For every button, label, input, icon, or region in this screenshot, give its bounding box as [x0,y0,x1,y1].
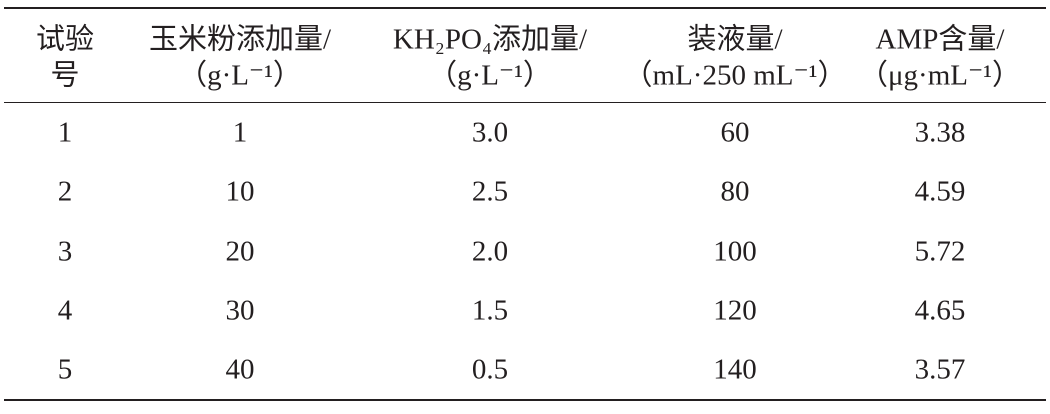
column-header: （mL·250 mL⁻¹） [623,59,847,92]
table-cell: 3.38 [914,116,966,149]
table-cell: 120 [713,294,757,327]
column-header: （g·L⁻¹） [178,59,302,92]
table-cell: 3.57 [914,353,966,386]
header-rule [4,102,1046,103]
table-cell: 40 [225,353,255,386]
column-header: KH₂PO₄添加量/ [392,23,588,56]
table-cell: 1 [232,116,248,149]
table-cell: 4.59 [914,175,966,208]
table-cell: 5 [57,353,73,386]
table-cell: 140 [713,353,757,386]
table-cell: 80 [720,175,750,208]
top-rule [4,7,1046,9]
column-header: 试验 [35,23,95,56]
table-cell: 3 [57,235,73,268]
column-header: 号 [50,59,80,92]
column-header: 装液量/ [687,23,783,56]
table-cell: 2 [57,175,73,208]
column-header: （μg·mL⁻¹） [859,59,1021,92]
table-cell: 4.65 [914,294,966,327]
table-cell: 100 [713,235,757,268]
table-cell: 2.5 [471,175,509,208]
table-cell: 2.0 [471,235,509,268]
table-cell: 0.5 [471,353,509,386]
column-header: 玉米粉添加量/ [148,23,332,56]
table-cell: 3.0 [471,116,509,149]
table-cell: 30 [225,294,255,327]
column-header: AMP含量/ [875,23,1005,56]
table-cell: 20 [225,235,255,268]
table-cell: 1.5 [471,294,509,327]
table-cell: 5.72 [914,235,966,268]
column-header: （g·L⁻¹） [428,59,552,92]
bottom-rule [4,399,1046,401]
table-cell: 10 [225,175,255,208]
table-cell: 4 [57,294,73,327]
table-cell: 1 [57,116,73,149]
table-cell: 60 [720,116,750,149]
